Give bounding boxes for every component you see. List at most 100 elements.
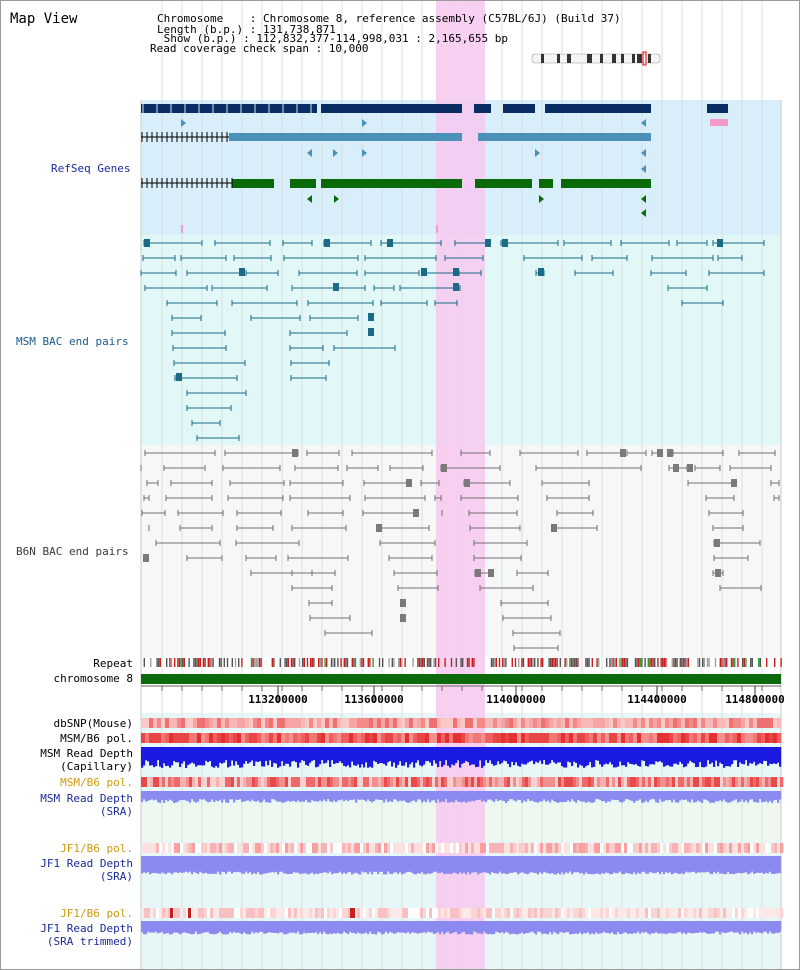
repeat-element[interactable] — [522, 658, 525, 667]
heat-cell[interactable] — [198, 908, 202, 918]
depth-bar[interactable] — [687, 921, 690, 933]
heat-cell[interactable] — [537, 908, 541, 918]
depth-bar[interactable] — [331, 791, 334, 803]
repeat-element[interactable] — [673, 658, 675, 667]
depth-bar[interactable] — [721, 856, 724, 874]
depth-bar[interactable] — [645, 791, 648, 801]
depth-bar[interactable] — [469, 747, 472, 766]
repeat-element[interactable] — [502, 658, 504, 667]
depth-bar[interactable] — [619, 747, 622, 762]
heat-cell[interactable] — [521, 733, 526, 743]
heat-cell[interactable] — [480, 777, 484, 787]
depth-bar[interactable] — [305, 921, 308, 934]
repeat-element[interactable] — [426, 658, 429, 667]
heat-cell[interactable] — [576, 908, 580, 918]
depth-bar[interactable] — [201, 921, 204, 933]
heat-cell[interactable] — [241, 718, 246, 728]
gene-strand-arrow[interactable] — [535, 149, 540, 157]
depth-bar[interactable] — [625, 747, 628, 767]
heat-cell[interactable] — [726, 777, 730, 787]
depth-bar[interactable] — [531, 921, 534, 932]
depth-bar[interactable] — [193, 921, 196, 934]
heat-cell[interactable] — [750, 908, 754, 918]
heat-cell[interactable] — [717, 777, 721, 787]
heat-cell[interactable] — [525, 843, 529, 853]
depth-bar[interactable] — [681, 856, 684, 874]
depth-bar[interactable] — [545, 791, 548, 802]
depth-bar[interactable] — [507, 747, 510, 764]
heat-cell[interactable] — [183, 908, 187, 918]
heat-cell[interactable] — [717, 908, 721, 918]
depth-bar[interactable] — [493, 747, 496, 766]
heat-cell[interactable] — [381, 908, 385, 918]
heat-cell[interactable] — [540, 777, 544, 787]
depth-bar[interactable] — [261, 747, 264, 767]
repeat-element[interactable] — [204, 658, 206, 667]
depth-bar[interactable] — [445, 791, 448, 800]
heat-cell[interactable] — [177, 777, 181, 787]
depth-bar[interactable] — [665, 747, 668, 766]
heat-cell[interactable] — [522, 908, 526, 918]
heat-cell[interactable] — [579, 777, 583, 787]
heat-cell[interactable] — [645, 733, 650, 743]
depth-bar[interactable] — [357, 921, 360, 933]
depth-bar[interactable] — [639, 747, 642, 767]
heat-cell[interactable] — [249, 777, 253, 787]
gene-strand-arrow[interactable] — [334, 195, 339, 203]
depth-bar[interactable] — [405, 856, 408, 873]
heat-cell[interactable] — [713, 733, 718, 743]
depth-bar[interactable] — [667, 921, 670, 934]
repeat-element[interactable] — [618, 658, 621, 667]
repeat-element[interactable] — [143, 658, 145, 667]
depth-bar[interactable] — [705, 791, 708, 800]
heat-cell[interactable] — [573, 843, 577, 853]
depth-bar[interactable] — [257, 791, 260, 801]
depth-bar[interactable] — [359, 921, 362, 934]
depth-bar[interactable] — [225, 856, 228, 874]
depth-bar[interactable] — [703, 747, 706, 768]
depth-bar[interactable] — [715, 921, 718, 932]
depth-bar[interactable] — [585, 856, 588, 873]
repeat-element[interactable] — [369, 658, 371, 667]
heat-cell[interactable] — [300, 777, 304, 787]
bac-end-marker[interactable] — [502, 239, 508, 247]
depth-bar[interactable] — [261, 791, 264, 802]
depth-bar[interactable] — [449, 856, 452, 874]
depth-bar[interactable] — [355, 747, 358, 766]
depth-bar[interactable] — [247, 856, 250, 874]
depth-bar[interactable] — [673, 856, 676, 874]
depth-bar[interactable] — [725, 921, 728, 933]
depth-bar[interactable] — [775, 921, 778, 933]
depth-bar[interactable] — [499, 921, 502, 934]
depth-bar[interactable] — [779, 856, 782, 874]
heat-cell[interactable] — [625, 733, 630, 743]
depth-bar[interactable] — [337, 921, 340, 933]
heat-cell[interactable] — [417, 777, 421, 787]
depth-bar[interactable] — [199, 791, 202, 800]
depth-bar[interactable] — [419, 921, 422, 933]
heat-cell[interactable] — [216, 843, 220, 853]
depth-bar[interactable] — [605, 856, 608, 873]
heat-cell[interactable] — [609, 908, 613, 918]
repeat-element[interactable] — [311, 658, 313, 667]
bac-end-marker[interactable] — [143, 554, 149, 562]
heat-cell[interactable] — [714, 777, 718, 787]
heat-cell[interactable] — [462, 777, 466, 787]
depth-bar[interactable] — [769, 921, 772, 932]
heat-cell[interactable] — [627, 843, 631, 853]
heat-cell[interactable] — [468, 843, 472, 853]
heat-cell[interactable] — [621, 718, 626, 728]
depth-bar[interactable] — [437, 856, 440, 874]
heat-cell[interactable] — [198, 843, 202, 853]
repeat-element[interactable] — [623, 658, 625, 667]
gene-exon[interactable] — [232, 179, 274, 188]
depth-bar[interactable] — [179, 747, 182, 767]
heat-cell[interactable] — [360, 843, 364, 853]
depth-bar[interactable] — [633, 921, 636, 934]
heat-cell[interactable] — [384, 777, 388, 787]
depth-bar[interactable] — [523, 791, 526, 801]
heat-cell[interactable] — [258, 908, 262, 918]
heat-cell[interactable] — [417, 843, 421, 853]
depth-bar[interactable] — [153, 856, 156, 873]
heat-cell[interactable] — [465, 718, 470, 728]
